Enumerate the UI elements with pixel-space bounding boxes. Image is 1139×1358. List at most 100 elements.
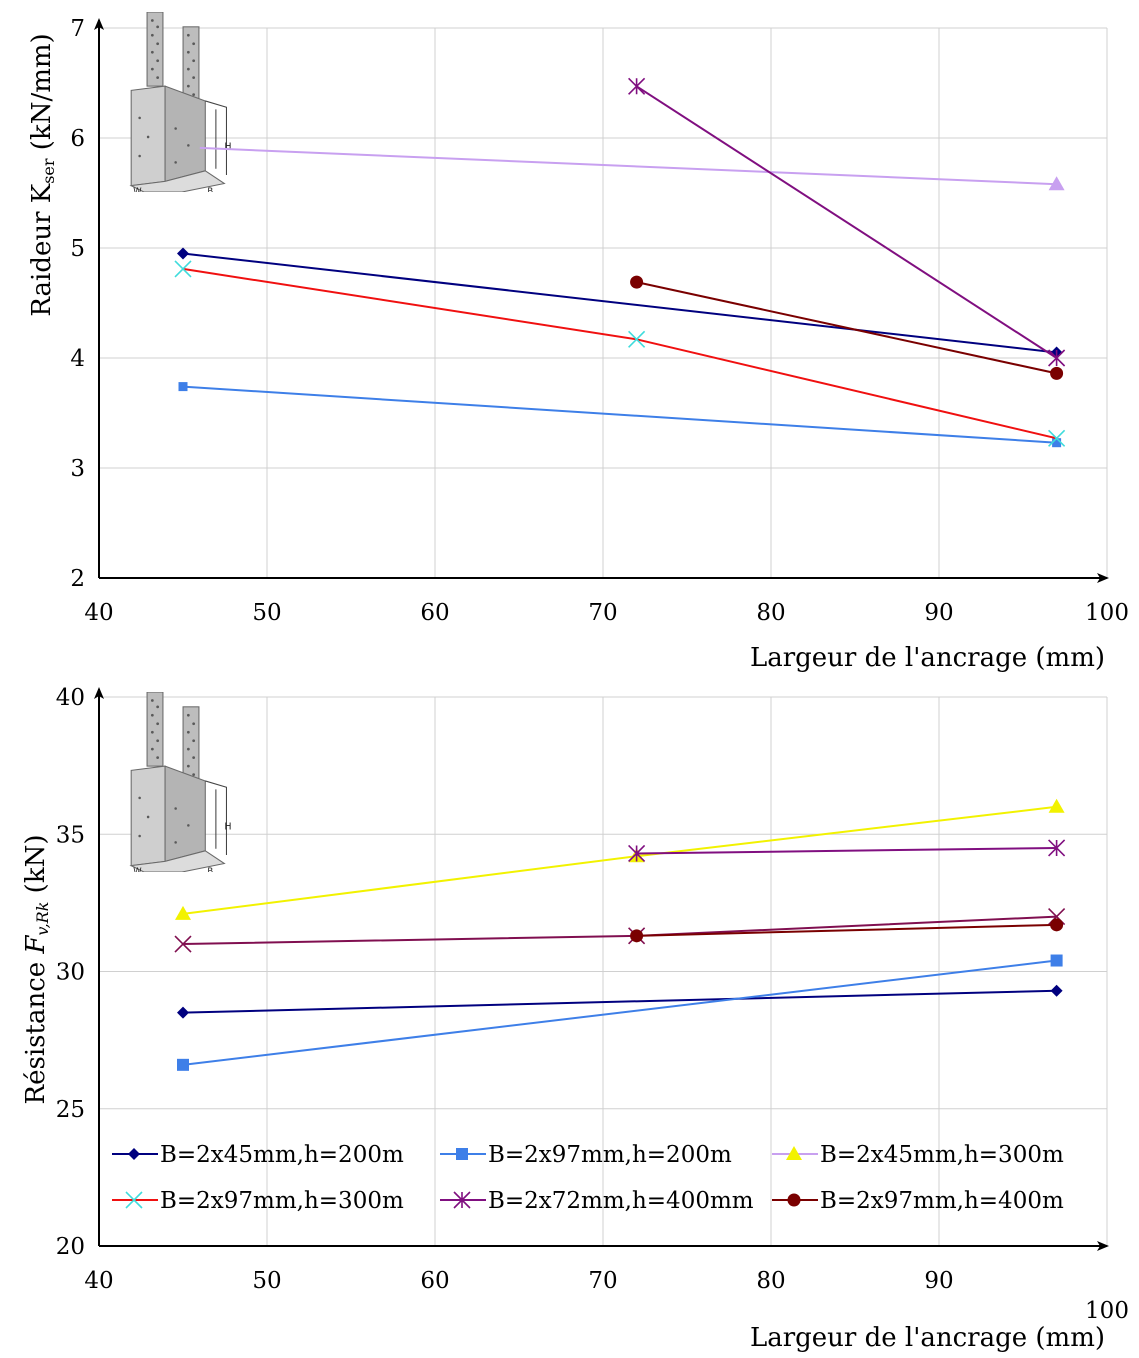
series-line xyxy=(182,267,1057,440)
series-line xyxy=(636,85,1058,359)
series xyxy=(177,954,1063,1071)
data-point xyxy=(1050,984,1063,997)
series xyxy=(630,918,1064,943)
legend-marker xyxy=(125,1191,143,1209)
legend-marker xyxy=(453,1191,471,1209)
series-line xyxy=(182,385,1057,444)
legend-label: B=2x97mm,h=300m xyxy=(160,1188,404,1214)
x-tick-label: 100 xyxy=(1085,600,1129,626)
series-line xyxy=(636,281,1057,375)
x-tick-label: 100 xyxy=(1085,1298,1129,1324)
data-point xyxy=(1048,176,1065,191)
data-point xyxy=(177,1058,189,1071)
data-point xyxy=(1050,918,1064,932)
series xyxy=(174,908,1066,953)
data-point xyxy=(628,77,646,95)
series-line xyxy=(182,252,1057,354)
series-line xyxy=(182,959,1057,1066)
data-point xyxy=(177,1006,189,1019)
y-tick-label: 6 xyxy=(70,126,85,152)
y-tick-label: 30 xyxy=(56,960,85,986)
series xyxy=(174,260,1066,447)
x-tick-label: 90 xyxy=(924,1268,953,1294)
series xyxy=(199,146,1065,191)
data-point xyxy=(628,330,646,348)
data-point xyxy=(175,905,191,920)
x-tick-label: 80 xyxy=(756,600,785,626)
series-line xyxy=(182,989,1057,1014)
y-tick-label: 2 xyxy=(70,566,85,592)
legend-label: B=2x45mm,h=200m xyxy=(160,1142,404,1168)
legend-label: B=2x97mm,h=200m xyxy=(488,1142,732,1168)
legend-item: B=2x45mm,h=200m xyxy=(112,1142,404,1168)
data-point xyxy=(174,260,192,278)
y-tick-label: 20 xyxy=(56,1234,85,1260)
gridlines xyxy=(99,696,1108,1246)
data-point xyxy=(630,275,644,289)
x-tick-label: 60 xyxy=(420,1268,449,1294)
legend-item: B=2x45mm,h=300m xyxy=(772,1142,1064,1168)
x-tick-label: 60 xyxy=(420,600,449,626)
series xyxy=(628,839,1066,863)
x-tick-label: 40 xyxy=(84,1268,113,1294)
series-line xyxy=(182,805,1057,915)
data-point xyxy=(1048,798,1065,813)
y-tick-label: 5 xyxy=(70,236,85,262)
series xyxy=(630,275,1064,380)
legend-item: B=2x97mm,h=300m xyxy=(112,1188,404,1214)
x-tick-label: 80 xyxy=(756,1268,785,1294)
bracket-illustration-icon xyxy=(130,692,233,872)
series xyxy=(178,382,1062,448)
data-point xyxy=(1052,438,1062,448)
data-point xyxy=(628,844,646,863)
data-point xyxy=(1048,839,1066,857)
y-tick-label: 7 xyxy=(70,16,85,42)
legend-marker xyxy=(786,1146,802,1160)
series-line xyxy=(199,146,1057,186)
x-tick-label: 50 xyxy=(252,600,281,626)
y-tick-label: 40 xyxy=(56,685,85,711)
y-tick-label: 25 xyxy=(56,1097,85,1123)
x-tick-label: 50 xyxy=(252,1268,281,1294)
legend-marker xyxy=(456,1148,468,1160)
data-point xyxy=(1048,349,1066,367)
y-axis-title: Résistance Fv,Rk (kN) xyxy=(21,835,52,1105)
x-tick-label: 70 xyxy=(588,1268,617,1294)
series xyxy=(177,984,1063,1019)
data-point xyxy=(1050,954,1063,967)
legend-label: B=2x97mm,h=400m xyxy=(820,1188,1064,1214)
series xyxy=(177,247,1063,359)
legend-label: B=2x45mm,h=300m xyxy=(820,1142,1064,1168)
y-tick-label: 3 xyxy=(70,456,85,482)
x-tick-label: 70 xyxy=(588,600,617,626)
bracket-illustration-icon xyxy=(130,12,233,192)
series-line xyxy=(636,846,1057,855)
data-point xyxy=(174,935,192,953)
legend: B=2x45mm,h=200m B=2x97mm,h=200m B=2x45mm,h… xyxy=(112,1142,1064,1214)
series xyxy=(628,77,1066,367)
legend-label: B=2x72mm,h=400mm xyxy=(488,1188,754,1214)
x-tick-label: 40 xyxy=(84,600,113,626)
legend-marker xyxy=(128,1148,140,1160)
x-axis-title: Largeur de l'ancrage (mm) xyxy=(750,1323,1105,1353)
legend-item: B=2x97mm,h=200m xyxy=(440,1142,732,1168)
stiffness-chart: 2 3 4 5 6 7 40 50 60 70 80 90 100 Largeur de l'ancrag… xyxy=(27,12,1129,673)
gridlines xyxy=(99,27,1108,578)
data-point xyxy=(630,929,644,943)
series-line xyxy=(182,915,1057,946)
legend-marker xyxy=(787,1193,801,1207)
data-point xyxy=(1050,366,1064,380)
data-point xyxy=(178,382,188,392)
y-tick-label: 4 xyxy=(70,346,85,372)
series-line xyxy=(636,923,1057,937)
y-tick-label: 35 xyxy=(56,822,85,848)
data-point xyxy=(177,247,189,260)
data-point xyxy=(1048,429,1066,447)
x-tick-label: 90 xyxy=(924,600,953,626)
legend-item: B=2x72mm,h=400mm xyxy=(440,1188,754,1214)
series xyxy=(175,798,1065,920)
y-axis-title: Raideur Kser (kN/mm) xyxy=(27,33,58,316)
x-axis-title: Largeur de l'ancrage (mm) xyxy=(750,643,1105,673)
